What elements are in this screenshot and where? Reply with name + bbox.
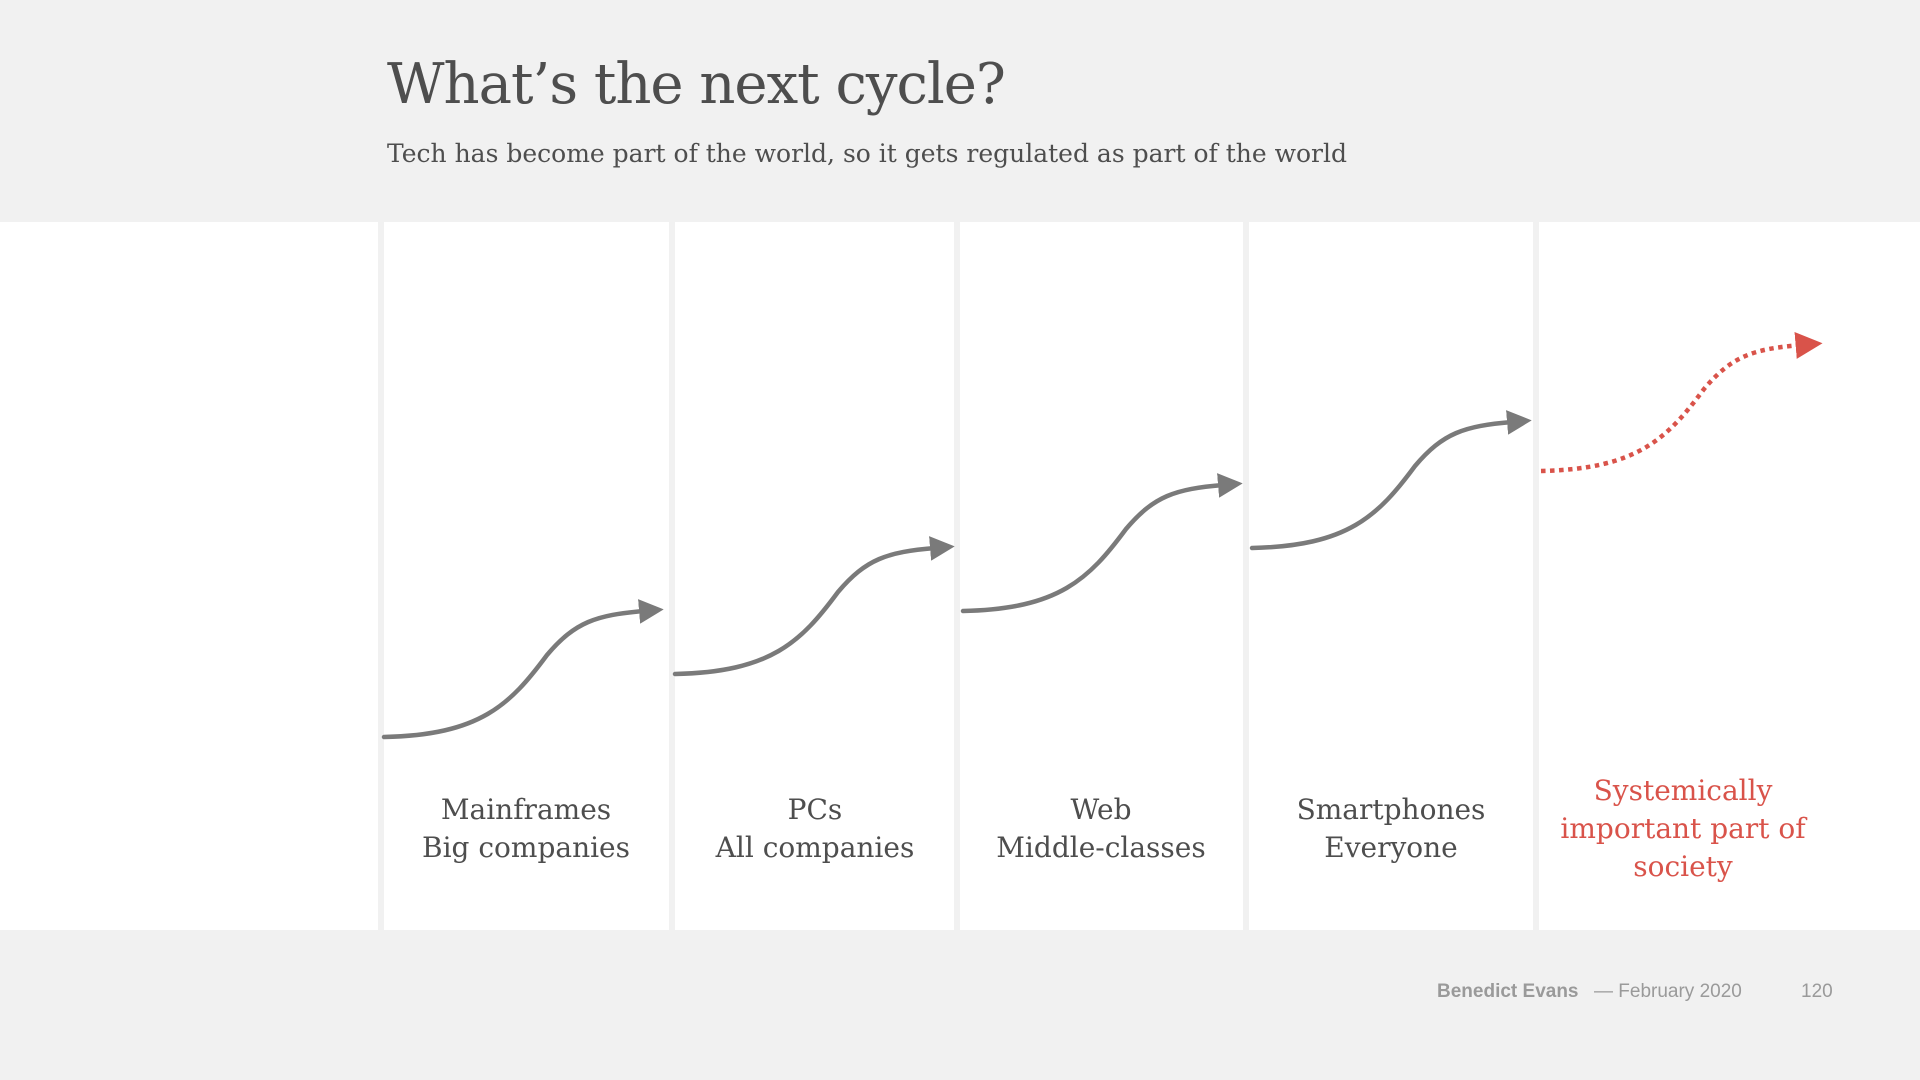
cycle-label-line: Systemically <box>1593 774 1773 807</box>
cycle-label-line: important part of <box>1560 812 1806 845</box>
column-divider <box>378 222 384 930</box>
cycle-label-line: Big companies <box>422 831 630 864</box>
column-divider <box>669 222 675 930</box>
cycle-label-line: Smartphones <box>1296 793 1486 826</box>
cycle-label-web: Web Middle-classes <box>961 791 1241 867</box>
cycle-label-line: All companies <box>715 831 915 864</box>
cycle-label-line: Mainframes <box>440 793 612 826</box>
column-divider <box>954 222 960 930</box>
cycle-label-line: society <box>1633 850 1733 883</box>
cycle-label-mainframes: Mainframes Big companies <box>386 791 666 867</box>
cycle-label-smartphones: Smartphones Everyone <box>1251 791 1531 867</box>
cycle-label-pcs: PCs All companies <box>675 791 955 867</box>
footer-author: Benedict Evans <box>1437 981 1579 1002</box>
content-band <box>0 222 1920 930</box>
slide-title: What’s the next cycle? <box>387 52 1006 117</box>
slide-subtitle: Tech has become part of the world, so it… <box>387 139 1347 168</box>
page-number: 120 <box>1801 981 1833 1002</box>
cycle-label-line: Web <box>1070 793 1132 826</box>
column-divider <box>1533 222 1539 930</box>
cycle-label-next: Systemically important part of society <box>1543 772 1823 886</box>
cycle-label-line: Middle-classes <box>996 831 1206 864</box>
s-curve-next-cycle-dotted <box>1540 331 1823 474</box>
cycle-label-line: Everyone <box>1324 831 1458 864</box>
s-curve-web <box>960 473 1243 614</box>
s-curve-mainframes <box>381 599 664 740</box>
s-curve-smartphones <box>1249 410 1532 551</box>
s-curve-pcs <box>672 536 955 677</box>
footer-date: — February 2020 <box>1594 981 1742 1002</box>
cycle-label-line: PCs <box>787 793 843 826</box>
column-divider <box>1243 222 1249 930</box>
